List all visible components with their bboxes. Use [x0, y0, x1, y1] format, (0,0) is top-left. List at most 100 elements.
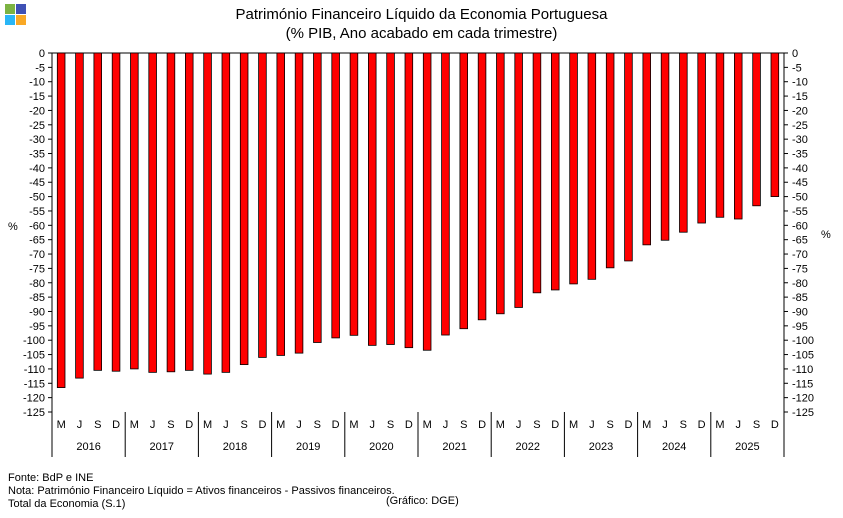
x-tick-label: D: [551, 419, 559, 431]
y-tick-label-left: -25: [29, 120, 45, 132]
y-tick-label-left: -65: [29, 235, 45, 247]
bar: [313, 52, 322, 343]
bar: [496, 52, 505, 315]
bar: [569, 52, 578, 285]
footnote-note: Nota: Património Financeiro Líquido = At…: [8, 485, 395, 497]
x-year-label: 2024: [662, 441, 686, 453]
y-tick-label-left: -120: [23, 393, 45, 405]
y-tick-label-right: -35: [792, 149, 808, 161]
y-tick-label-right: -75: [792, 263, 808, 275]
x-tick-label: M: [349, 419, 358, 431]
x-tick-label: J: [150, 419, 156, 431]
bar: [715, 52, 725, 218]
y-tick-label-left: -40: [29, 163, 45, 175]
y-axis-label-left: %: [8, 221, 18, 233]
bar: [166, 52, 176, 373]
x-tick-label: J: [516, 419, 522, 431]
y-tick-label-right: -90: [792, 306, 808, 318]
y-tick-label-right: -25: [792, 120, 808, 132]
y-axis-label-right: %: [821, 229, 831, 241]
y-tick-label-right: -30: [792, 134, 808, 146]
chart-title: Património Financeiro Líquido da Economi…: [235, 6, 608, 23]
bar: [587, 52, 597, 280]
bar: [459, 52, 468, 330]
logo: [5, 4, 27, 26]
logo-square-yellow: [16, 15, 26, 25]
x-year-label: 2025: [735, 441, 759, 453]
x-tick-label: D: [112, 419, 120, 431]
x-tick-label: D: [258, 419, 266, 431]
x-tick-label: S: [94, 419, 101, 431]
x-tick-label: M: [642, 419, 651, 431]
x-tick-label: D: [698, 419, 706, 431]
x-tick-label: S: [460, 419, 467, 431]
x-tick-label: D: [332, 419, 340, 431]
x-tick-label: S: [240, 419, 247, 431]
y-tick-label-right: -20: [792, 105, 808, 117]
x-year-label: 2021: [442, 441, 466, 453]
axes: 0 0 -5 -5 -10 -10 -15 -15 -20 -20 -25 -25 -30 -30 -35 -…: [23, 48, 814, 419]
bar: [294, 52, 304, 354]
x-tick-label: M: [130, 419, 139, 431]
x-tick-label: J: [736, 419, 742, 431]
x-tick-label: J: [443, 419, 449, 431]
bar: [331, 52, 340, 339]
bars: [56, 52, 780, 388]
bar: [770, 52, 780, 198]
y-tick-label-left: -110: [24, 364, 45, 376]
x-tick-label: J: [223, 419, 229, 431]
y-tick-label-right: -10: [792, 77, 808, 89]
y-tick-label-left: -45: [29, 177, 45, 189]
x-year-label: 2022: [516, 441, 540, 453]
bar: [148, 52, 157, 373]
y-tick-label-right: -70: [792, 249, 808, 261]
bar: [203, 52, 212, 375]
x-tick-label: D: [478, 419, 486, 431]
y-tick-label-right: -85: [792, 292, 808, 304]
bar: [221, 52, 231, 373]
x-tick-label: D: [405, 419, 413, 431]
x-tick-label: D: [624, 419, 632, 431]
x-tick-label: J: [589, 419, 595, 431]
x-tick-label: S: [606, 419, 613, 431]
bar: [93, 52, 102, 371]
bar: [605, 52, 615, 269]
x-tick-label: M: [57, 419, 66, 431]
y-tick-label-left: -90: [29, 306, 45, 318]
y-tick-label-left: -35: [29, 149, 45, 161]
bar: [624, 52, 633, 262]
x-tick-label: D: [185, 419, 193, 431]
x-tick-label: J: [296, 419, 302, 431]
y-tick-label-left: -105: [23, 350, 45, 362]
y-tick-label-left: -80: [29, 278, 45, 290]
y-tick-label-right: -5: [792, 62, 802, 74]
bar: [551, 52, 560, 291]
bar: [368, 52, 377, 346]
y-tick-label-left: -10: [29, 77, 45, 89]
y-tick-label-left: -20: [29, 105, 45, 117]
x-tick-label: S: [167, 419, 174, 431]
y-tick-label-left: -100: [23, 335, 45, 347]
y-tick-label-right: -60: [792, 220, 808, 232]
x-year-label: 2016: [76, 441, 100, 453]
bar: [532, 52, 542, 294]
bar: [477, 52, 487, 321]
y-tick-label-left: -15: [29, 91, 45, 103]
x-year-label: 2018: [223, 441, 247, 453]
y-tick-label-left: -115: [24, 378, 45, 390]
bar: [514, 52, 523, 308]
bar: [258, 52, 267, 358]
y-tick-label-right: -115: [792, 378, 813, 390]
x-tick-label: S: [387, 419, 394, 431]
bar: [386, 52, 395, 345]
y-tick-label-left: -5: [35, 62, 45, 74]
bar: [75, 52, 84, 379]
y-tick-label-right: -110: [792, 364, 813, 376]
x-tick-label: J: [370, 419, 376, 431]
chart-subtitle: (% PIB, Ano acabado em cada trimestre): [285, 25, 558, 42]
y-tick-label-left: -70: [29, 249, 45, 261]
bar: [441, 52, 450, 336]
footnote-total: Total da Economia (S.1): [8, 498, 126, 510]
footnote-source: Fonte: BdP e INE: [8, 472, 94, 484]
